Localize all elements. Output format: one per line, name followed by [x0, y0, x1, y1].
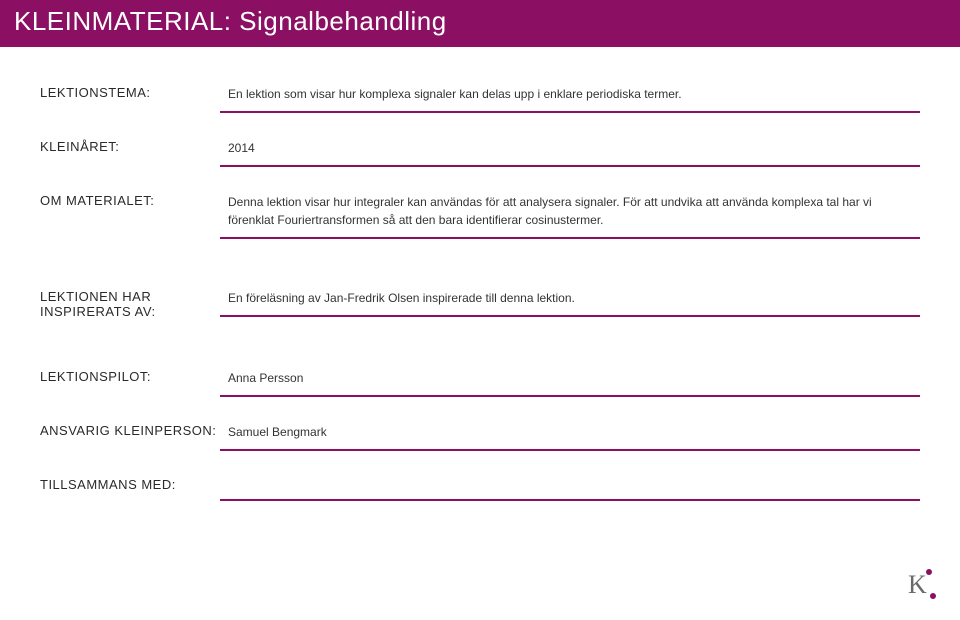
value-inspirerats-av: En föreläsning av Jan-Fredrik Olsen insp…	[220, 281, 920, 317]
value-kleinaret: 2014	[220, 131, 920, 167]
spacer	[40, 337, 920, 361]
value-ansvarig-kleinperson: Samuel Bengmark	[220, 415, 920, 451]
row-lektionstema: LEKTIONSTEMA: En lektion som visar hur k…	[40, 77, 920, 113]
logo-dot-top	[926, 569, 932, 575]
row-lektionspilot: LEKTIONSPILOT: Anna Persson	[40, 361, 920, 397]
spacer	[40, 257, 920, 281]
klein-logo-icon: K	[904, 567, 938, 606]
content-area: LEKTIONSTEMA: En lektion som visar hur k…	[0, 47, 960, 501]
value-om-materialet: Denna lektion visar hur integraler kan a…	[220, 185, 920, 239]
label-lektionspilot: LEKTIONSPILOT:	[40, 361, 220, 384]
label-om-materialet: OM MATERIALET:	[40, 185, 220, 208]
page-title: KLEINMATERIAL: Signalbehandling	[14, 6, 447, 36]
row-inspirerats-av: LEKTIONEN HAR INSPIRERATS AV: En föreläs…	[40, 281, 920, 319]
label-ansvarig-kleinperson: ANSVARIG KLEINPERSON:	[40, 415, 220, 438]
label-tillsammans-med: TILLSAMMANS MED:	[40, 469, 220, 492]
value-lektionspilot: Anna Persson	[220, 361, 920, 397]
label-inspirerats-av: LEKTIONEN HAR INSPIRERATS AV:	[40, 281, 220, 319]
logo-letter: K	[908, 570, 927, 599]
logo-dot-bottom	[930, 593, 936, 599]
row-tillsammans-med: TILLSAMMANS MED:	[40, 469, 920, 501]
label-kleinaret: KLEINÅRET:	[40, 131, 220, 154]
value-tillsammans-med	[220, 469, 920, 501]
value-lektionstema: En lektion som visar hur komplexa signal…	[220, 77, 920, 113]
row-ansvarig-kleinperson: ANSVARIG KLEINPERSON: Samuel Bengmark	[40, 415, 920, 451]
page: KLEINMATERIAL: Signalbehandling LEKTIONS…	[0, 0, 960, 620]
row-kleinaret: KLEINÅRET: 2014	[40, 131, 920, 167]
page-title-bar: KLEINMATERIAL: Signalbehandling	[0, 0, 960, 47]
label-lektionstema: LEKTIONSTEMA:	[40, 77, 220, 100]
row-om-materialet: OM MATERIALET: Denna lektion visar hur i…	[40, 185, 920, 239]
